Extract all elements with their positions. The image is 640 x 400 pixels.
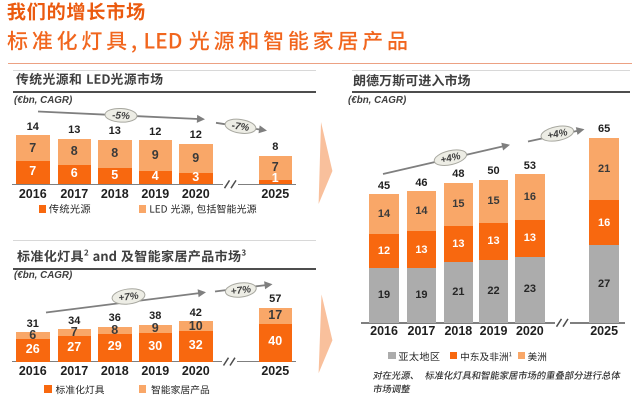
svg-text:-7%: -7% <box>231 120 250 134</box>
svg-text:+7%: +7% <box>230 284 252 297</box>
svg-text:+4%: +4% <box>546 127 568 142</box>
svg-text:+4%: +4% <box>439 151 461 166</box>
svg-text:+7%: +7% <box>118 291 140 305</box>
svg-text:-5%: -5% <box>112 110 130 122</box>
